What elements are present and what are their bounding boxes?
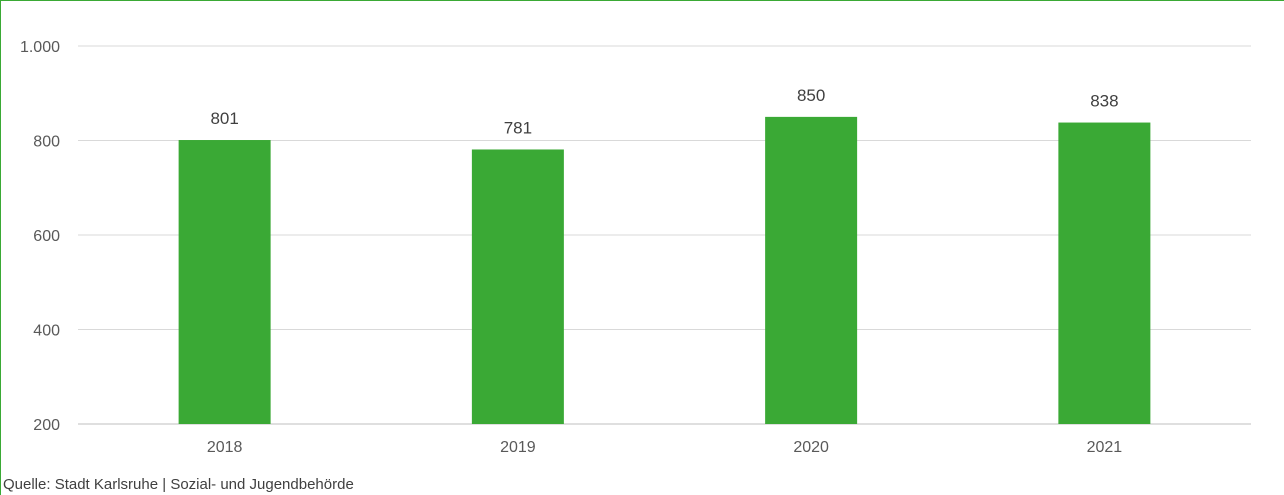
data-label: 838: [1090, 92, 1118, 111]
bars: [178, 116, 1151, 425]
x-axis-ticks: 2018 2019 2020 2021: [207, 439, 1122, 456]
data-label: 801: [210, 109, 238, 128]
data-labels: 801 781 850 838: [210, 86, 1118, 138]
y-tick-label: 600: [33, 228, 60, 245]
x-tick-label: 2021: [1087, 439, 1123, 456]
x-tick-label: 2019: [500, 439, 536, 456]
data-label: 850: [797, 86, 825, 105]
x-tick-label: 2020: [793, 439, 829, 456]
bar: [765, 116, 858, 424]
gridlines: [78, 45, 1251, 425]
data-label: 781: [504, 118, 532, 137]
x-tick-label: 2018: [207, 439, 243, 456]
bar: [178, 140, 271, 424]
bar: [1058, 122, 1151, 425]
y-axis-ticks: 200 400 600 800 1.000: [20, 39, 60, 434]
y-tick-label: 1.000: [20, 39, 60, 56]
bar: [471, 149, 564, 425]
source-note: Quelle: Stadt Karlsruhe | Sozial- und Ju…: [3, 476, 354, 493]
y-tick-label: 400: [33, 323, 60, 340]
y-tick-label: 800: [33, 134, 60, 151]
y-tick-label: 200: [33, 417, 60, 434]
